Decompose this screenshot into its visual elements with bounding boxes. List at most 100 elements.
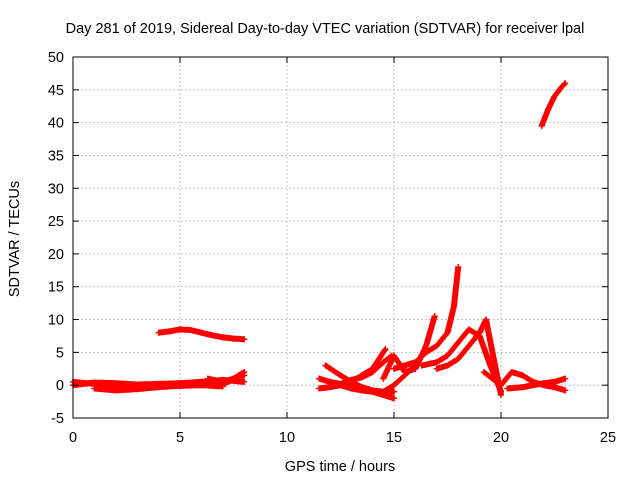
data-point — [465, 342, 472, 349]
data-point — [431, 313, 438, 320]
data-point — [455, 355, 462, 362]
data-point — [380, 375, 387, 382]
axis-layer — [72, 56, 609, 419]
data-point — [198, 382, 205, 389]
y-tick-label: 10 — [48, 313, 64, 329]
series-arc-d — [204, 369, 248, 385]
data-point — [476, 329, 483, 336]
y-tick-label: 0 — [56, 378, 64, 394]
data-point — [540, 380, 547, 387]
y-tick-label: 25 — [48, 214, 64, 230]
data-point — [551, 378, 558, 385]
series-markers — [380, 313, 438, 382]
data-point — [219, 334, 226, 341]
data-point — [545, 106, 552, 113]
data-point — [155, 384, 162, 391]
data-point — [562, 375, 569, 382]
data-point — [177, 326, 183, 333]
data-point — [230, 375, 237, 382]
series-arc-c — [91, 382, 226, 394]
tick-labels: 0 5 10 15 20 25 -5 0 5 10 15 20 25 30 35 40 45 50 — [48, 50, 616, 446]
y-tick-label: 40 — [48, 116, 64, 132]
chart-title: Day 281 of 2019, Sidereal Day-to-day VTE… — [66, 21, 585, 37]
y-tick-label: 45 — [48, 83, 64, 99]
data-point — [530, 382, 537, 389]
data-point — [348, 376, 355, 383]
data-point — [444, 362, 451, 369]
data-point — [198, 329, 205, 336]
x-tick-label: 20 — [493, 430, 509, 446]
data-point — [209, 332, 216, 339]
data-point — [489, 349, 496, 356]
data-point — [498, 382, 504, 389]
series-arc-l — [391, 264, 462, 372]
data-point — [519, 384, 526, 391]
data-point — [348, 385, 355, 392]
data-point — [498, 392, 504, 399]
data-point — [519, 372, 526, 379]
data-point — [423, 342, 430, 349]
data-point — [91, 385, 98, 392]
y-axis-label: SDTVAR / TECUs — [7, 181, 23, 297]
data-point — [489, 375, 496, 382]
data-point — [480, 369, 487, 376]
data-point — [562, 80, 569, 87]
data-point — [382, 346, 389, 353]
series-arc-e — [155, 326, 248, 343]
y-tick-label: 15 — [48, 280, 64, 296]
data-point — [418, 362, 425, 369]
data-point — [204, 375, 211, 382]
data-point — [241, 369, 248, 376]
series-arc-p — [504, 375, 569, 392]
series-arc-n — [433, 316, 504, 399]
data-point — [551, 93, 558, 100]
y-tick-label: 35 — [48, 148, 64, 164]
data-point — [455, 339, 462, 346]
data-point — [187, 327, 194, 334]
data-point — [465, 326, 472, 333]
y-tick-label: 50 — [48, 50, 64, 66]
data-point — [358, 384, 365, 391]
data-point — [551, 384, 558, 391]
data-point — [316, 385, 323, 392]
plot-frame — [72, 56, 609, 419]
data-point — [380, 359, 387, 366]
series-arc-k — [380, 313, 438, 382]
data-point — [483, 316, 490, 323]
data-point — [322, 362, 329, 369]
x-tick-label: 25 — [600, 430, 616, 446]
data-point — [433, 342, 440, 349]
y-tick-label: 5 — [56, 345, 64, 361]
y-tick-label: -5 — [51, 411, 64, 427]
data-point — [326, 383, 333, 390]
data-point — [241, 336, 248, 343]
data-point — [241, 378, 248, 385]
x-tick-label: 5 — [176, 430, 184, 446]
grid-layer — [73, 57, 608, 418]
data-point — [134, 386, 141, 393]
data-point — [91, 379, 98, 386]
data-point — [391, 395, 397, 402]
data-point — [391, 365, 397, 372]
data-point — [508, 369, 515, 376]
data-point — [391, 352, 397, 359]
y-tick-label: 20 — [48, 247, 64, 263]
data-point — [557, 84, 564, 91]
data-point — [155, 329, 162, 336]
data-point — [455, 264, 462, 271]
data-point — [391, 388, 397, 395]
data-point — [358, 374, 365, 381]
series-arc-j — [326, 352, 395, 390]
data-point — [219, 378, 226, 385]
series-arc-q — [538, 80, 569, 129]
data-point — [504, 385, 511, 392]
data-layer — [70, 80, 569, 402]
data-point — [380, 388, 387, 395]
data-point — [112, 380, 119, 387]
data-point — [166, 328, 173, 335]
y-tick-label: 30 — [48, 181, 64, 197]
data-point — [444, 329, 451, 336]
data-point — [412, 359, 419, 366]
data-point — [369, 369, 376, 376]
data-point — [401, 362, 408, 369]
